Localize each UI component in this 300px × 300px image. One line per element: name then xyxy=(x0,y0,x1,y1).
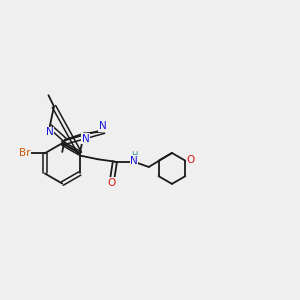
Text: N: N xyxy=(46,127,54,137)
Text: N: N xyxy=(82,134,89,144)
Text: N: N xyxy=(99,121,106,131)
Text: N: N xyxy=(130,156,138,166)
Text: H: H xyxy=(131,151,137,160)
Text: Br: Br xyxy=(20,148,31,158)
Text: O: O xyxy=(107,178,116,188)
Text: O: O xyxy=(187,155,195,165)
